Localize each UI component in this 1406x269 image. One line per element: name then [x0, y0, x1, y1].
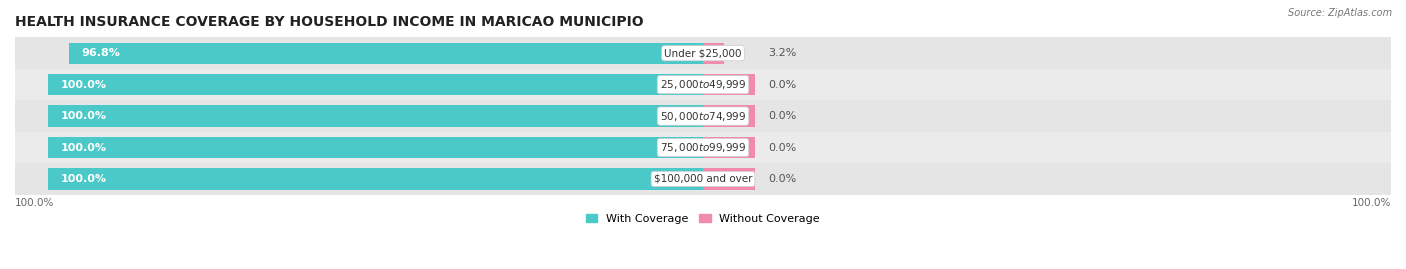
Bar — [703, 105, 755, 127]
Bar — [48, 168, 703, 190]
Bar — [15, 163, 1391, 195]
Bar — [15, 100, 1391, 132]
Bar — [703, 137, 755, 158]
Text: $75,000 to $99,999: $75,000 to $99,999 — [659, 141, 747, 154]
Text: $25,000 to $49,999: $25,000 to $49,999 — [659, 78, 747, 91]
Bar — [48, 74, 703, 95]
Text: 3.2%: 3.2% — [769, 48, 797, 58]
Bar — [15, 37, 1391, 69]
Text: 96.8%: 96.8% — [82, 48, 121, 58]
Text: 100.0%: 100.0% — [60, 174, 107, 184]
Text: 100.0%: 100.0% — [60, 111, 107, 121]
Bar — [48, 137, 703, 158]
Text: Source: ZipAtlas.com: Source: ZipAtlas.com — [1288, 8, 1392, 18]
Bar — [703, 168, 755, 190]
Text: $50,000 to $74,999: $50,000 to $74,999 — [659, 109, 747, 123]
Text: 0.0%: 0.0% — [769, 80, 797, 90]
Bar — [48, 105, 703, 127]
Text: 100.0%: 100.0% — [1351, 199, 1391, 208]
Bar — [703, 74, 755, 95]
Text: 100.0%: 100.0% — [15, 199, 55, 208]
Bar — [703, 43, 724, 64]
Text: $100,000 and over: $100,000 and over — [654, 174, 752, 184]
Text: HEALTH INSURANCE COVERAGE BY HOUSEHOLD INCOME IN MARICAO MUNICIPIO: HEALTH INSURANCE COVERAGE BY HOUSEHOLD I… — [15, 15, 644, 29]
Text: 100.0%: 100.0% — [60, 80, 107, 90]
Legend: With Coverage, Without Coverage: With Coverage, Without Coverage — [582, 209, 824, 228]
Bar — [15, 132, 1391, 163]
Text: 0.0%: 0.0% — [769, 143, 797, 153]
Text: 0.0%: 0.0% — [769, 111, 797, 121]
Text: 0.0%: 0.0% — [769, 174, 797, 184]
Text: Under $25,000: Under $25,000 — [664, 48, 742, 58]
Bar — [15, 69, 1391, 100]
Text: 100.0%: 100.0% — [60, 143, 107, 153]
Bar — [69, 43, 703, 64]
